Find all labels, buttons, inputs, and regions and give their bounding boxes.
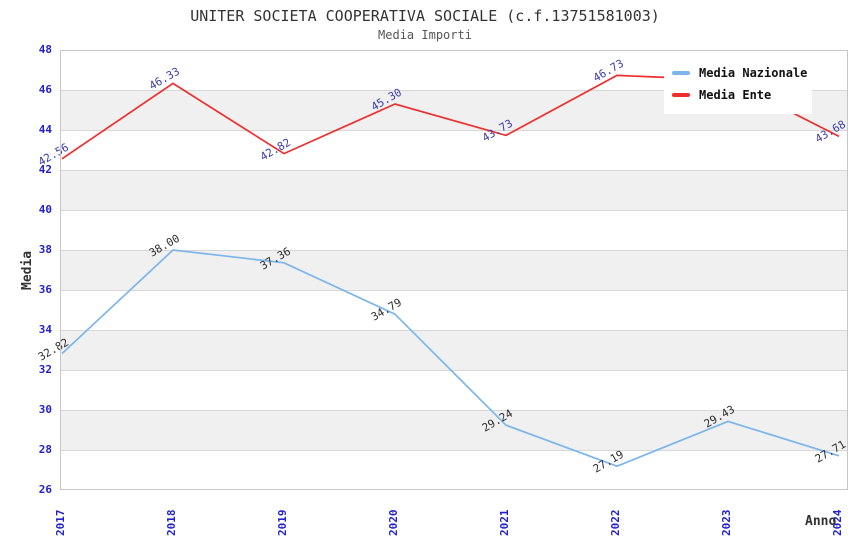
x-axis-title: Anno bbox=[805, 514, 837, 529]
legend-item-media-ente[interactable]: Media Ente bbox=[672, 84, 804, 106]
x-tick-label: 2020 bbox=[387, 509, 400, 537]
legend-item-label: Media Ente bbox=[699, 88, 772, 102]
x-tick-label: 2021 bbox=[498, 509, 511, 537]
plot-band bbox=[60, 210, 848, 250]
y-tick-label: 32 bbox=[38, 363, 52, 376]
y-tick-label: 48 bbox=[38, 43, 52, 56]
legend: Media Nazionale Media Ente bbox=[664, 56, 812, 114]
data-label: 42.82 bbox=[257, 135, 293, 164]
plot-band bbox=[60, 410, 848, 450]
x-tick-label: 2017 bbox=[54, 509, 67, 537]
data-label: 37.36 bbox=[257, 244, 293, 273]
plot-band bbox=[60, 250, 848, 290]
data-label: 46.33 bbox=[146, 65, 182, 93]
legend-item-media-nazionale[interactable]: Media Nazionale bbox=[672, 62, 808, 84]
data-label: 42.56 bbox=[35, 140, 71, 169]
y-tick-label: 40 bbox=[38, 203, 52, 216]
plot-band bbox=[60, 330, 848, 370]
y-tick-label: 46 bbox=[38, 83, 52, 96]
data-label: 29.43 bbox=[701, 403, 737, 431]
plot-band bbox=[60, 170, 848, 210]
data-label: 32.82 bbox=[35, 335, 71, 364]
y-tick-label: 38 bbox=[38, 243, 52, 256]
data-label: 27.19 bbox=[590, 447, 626, 476]
y-tick-label: 44 bbox=[38, 123, 52, 136]
x-tick-label: 2023 bbox=[720, 509, 733, 537]
y-tick-label: 28 bbox=[38, 443, 52, 456]
plot-band bbox=[60, 370, 848, 410]
plot-band bbox=[60, 130, 848, 170]
y-tick-label: 30 bbox=[38, 403, 52, 416]
legend-item-label: Media Nazionale bbox=[699, 66, 808, 80]
y-axis-title: Media bbox=[20, 250, 35, 290]
y-tick-label: 36 bbox=[38, 283, 52, 296]
y-tick-label: 42 bbox=[38, 163, 52, 176]
x-tick-label: 2019 bbox=[276, 509, 289, 537]
x-tick-label: 2018 bbox=[165, 509, 178, 537]
data-label: 27.71 bbox=[812, 437, 848, 466]
y-tick-label: 26 bbox=[38, 483, 52, 496]
data-label: 43.73 bbox=[479, 117, 515, 145]
data-label: 34.79 bbox=[368, 295, 404, 324]
data-label: 43.68 bbox=[812, 118, 848, 146]
plot-band bbox=[60, 290, 848, 330]
data-label: 46.73 bbox=[590, 57, 626, 85]
series-line-media-nazionale bbox=[61, 249, 840, 468]
data-label: 45.30 bbox=[368, 85, 404, 114]
media-nazionale-line-icon bbox=[672, 71, 690, 75]
point-labels-layer: 32.82 38.00 37.36 34.79 29.24 27.19 29.43 27.71… bbox=[36, 50, 848, 490]
y-tick-label: 34 bbox=[38, 323, 52, 336]
data-label: 38.00 bbox=[146, 231, 182, 260]
media-ente-line-icon bbox=[672, 93, 690, 97]
x-tick-label: 2022 bbox=[609, 509, 622, 537]
plot-area: 32.82 38.00 37.36 34.79 29.24 27.19 29.43 27.71… bbox=[36, 50, 848, 490]
chart-subtitle: Media Importi bbox=[378, 28, 472, 42]
plot-band bbox=[60, 450, 848, 490]
chart-title: UNITER SOCIETA COOPERATIVA SOCIALE (c.f.… bbox=[190, 7, 660, 25]
data-label: 29.24 bbox=[479, 406, 515, 435]
